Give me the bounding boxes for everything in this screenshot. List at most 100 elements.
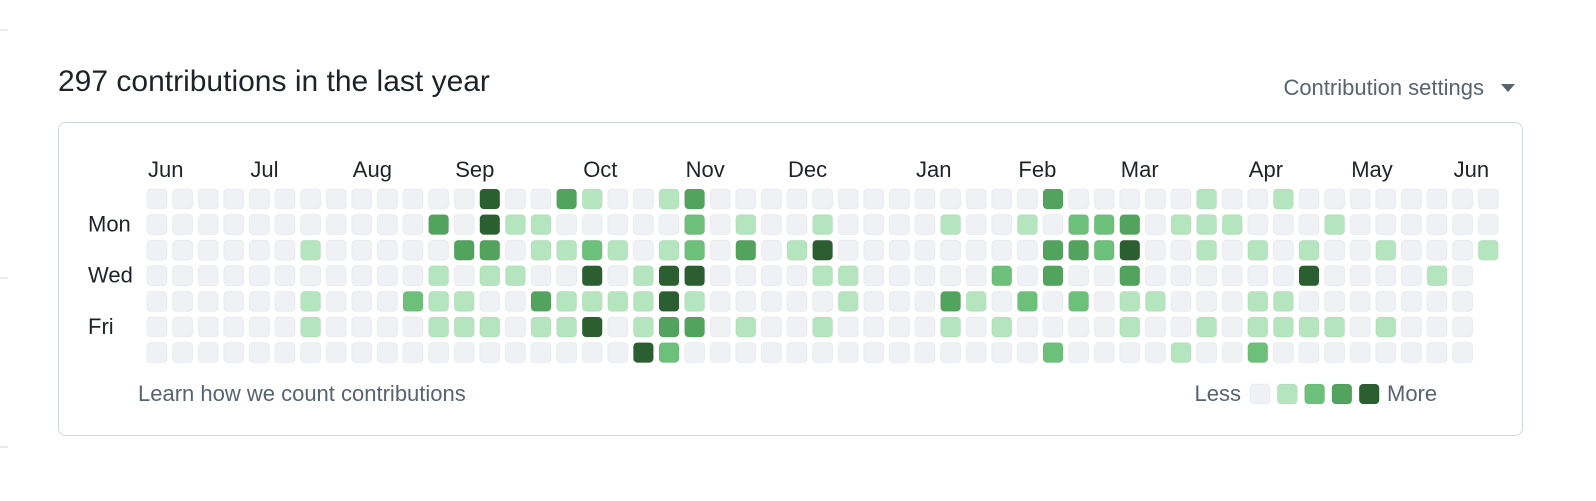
day-cell [1196,239,1218,261]
day-cell [197,265,219,287]
day-cell [274,290,296,312]
day-cell [1170,316,1192,338]
day-cell [1452,342,1474,364]
day-cell [376,342,398,364]
day-cell [197,342,219,364]
day-cell [172,188,194,210]
day-cell [837,214,859,236]
day-cell [1221,239,1243,261]
day-cell [1375,342,1397,364]
legend-less: Less [1195,381,1241,406]
day-cell [1221,188,1243,210]
day-cell [1119,342,1141,364]
day-cell [300,214,322,236]
day-cell [991,239,1013,261]
day-cell [658,188,680,210]
day-cell [837,316,859,338]
day-cell [479,239,501,261]
day-cell [146,188,168,210]
day-cell [1375,214,1397,236]
day-cell [1016,316,1038,338]
graph-box [58,122,1523,436]
day-cell [709,265,731,287]
day-cell [146,316,168,338]
day-cell [325,265,347,287]
day-cell [1477,188,1499,210]
day-cell [556,239,578,261]
day-cell [325,316,347,338]
day-cell [965,265,987,287]
day-cell [837,342,859,364]
day-cell [300,239,322,261]
day-cell [1068,214,1090,236]
day-cell [1324,342,1346,364]
day-cell [1349,342,1371,364]
day-cell [351,239,373,261]
day-cell [1119,188,1141,210]
day-cell [581,342,603,364]
day-cell [197,290,219,312]
day-cell [1196,316,1218,338]
day-cell [786,290,808,312]
day-cell [274,342,296,364]
day-cell [863,239,885,261]
day-cell [428,290,450,312]
day-cell [1349,290,1371,312]
day-cell [658,265,680,287]
legend-swatch [1276,383,1298,405]
day-cell [812,342,834,364]
day-cell [888,214,910,236]
day-cell [479,342,501,364]
day-cell [863,316,885,338]
day-cell [940,316,962,338]
day-cell [1426,290,1448,312]
day-cell [479,290,501,312]
day-cell [146,265,168,287]
day-cell [325,342,347,364]
title: 297 contributions in the last year [58,65,490,98]
day-cell [786,265,808,287]
month-label: Jun [1454,157,1489,182]
day-cell [172,342,194,364]
day-cell [223,188,245,210]
day-cell [735,290,757,312]
day-cell [1324,316,1346,338]
day-cell [684,239,706,261]
day-cell [658,342,680,364]
day-cell [1093,342,1115,364]
day-cell [556,342,578,364]
day-cell [1324,265,1346,287]
settings-button[interactable]: Contribution settings [1283,75,1484,100]
month-label: Aug [353,157,392,182]
day-cell [1016,214,1038,236]
day-cell [172,265,194,287]
day-cell [1247,290,1269,312]
month-label: Nov [686,157,725,182]
day-cell [863,265,885,287]
day-cell [223,316,245,338]
day-cell [248,188,270,210]
caret[interactable] [1501,84,1515,92]
day-cell [760,290,782,312]
legend-more: More [1387,381,1437,406]
day-cell [556,316,578,338]
day-cell [1042,214,1064,236]
day-cell [402,265,424,287]
day-cell [888,265,910,287]
day-cell [1272,290,1294,312]
day-cell [709,188,731,210]
day-cell [581,188,603,210]
day-cell [1196,265,1218,287]
day-cell [172,316,194,338]
day-cell [402,316,424,338]
day-cell [1349,316,1371,338]
day-cell [812,316,834,338]
calendar: Jun Jul Aug Sep Oct Nov Dec Jan Feb Mar Apr May Jun M… [88,157,1499,405]
day-cell [1298,214,1320,236]
day-cell [812,290,834,312]
learn-link[interactable]: Learn how we count contributions [138,381,466,406]
day-cell [965,290,987,312]
day-cell [223,239,245,261]
day-cell [351,188,373,210]
day-cell [965,214,987,236]
